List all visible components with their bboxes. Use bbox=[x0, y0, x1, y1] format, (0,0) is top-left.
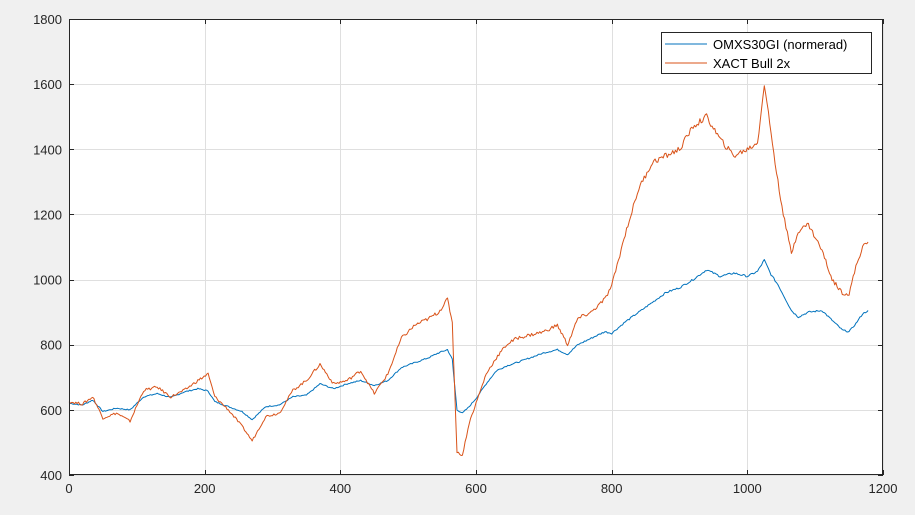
legend-label-omxs30gi: OMXS30GI (normerad) bbox=[713, 37, 847, 52]
y-tick-label: 1800 bbox=[33, 12, 62, 27]
legend-box bbox=[661, 32, 872, 74]
x-tick-label: 200 bbox=[194, 481, 216, 496]
series-line-0 bbox=[68, 259, 869, 421]
x-tick-label: 600 bbox=[465, 481, 487, 496]
legend-label-xact-bull: XACT Bull 2x bbox=[713, 56, 791, 71]
y-tick-label: 1000 bbox=[33, 273, 62, 288]
series-lines bbox=[68, 85, 869, 456]
y-tick-label: 1600 bbox=[33, 77, 62, 92]
series-line-1 bbox=[68, 85, 869, 456]
x-tick-label: 1200 bbox=[869, 481, 898, 496]
x-tick-label: 800 bbox=[601, 481, 623, 496]
x-tick-label: 0 bbox=[65, 481, 72, 496]
y-tick-label: 1200 bbox=[33, 207, 62, 222]
legend: OMXS30GI (normerad) XACT Bull 2x bbox=[661, 32, 872, 74]
tick-labels: 0 200 400 600 800 1000 1200 400 600 800 1000 1200 14… bbox=[33, 12, 897, 496]
y-tick-label: 400 bbox=[40, 468, 62, 483]
x-tick-label: 400 bbox=[329, 481, 351, 496]
y-tick-label: 800 bbox=[40, 338, 62, 353]
x-tick-label: 1000 bbox=[733, 481, 762, 496]
y-tick-label: 1400 bbox=[33, 142, 62, 157]
y-tick-label: 600 bbox=[40, 403, 62, 418]
tick-marks bbox=[69, 19, 884, 476]
